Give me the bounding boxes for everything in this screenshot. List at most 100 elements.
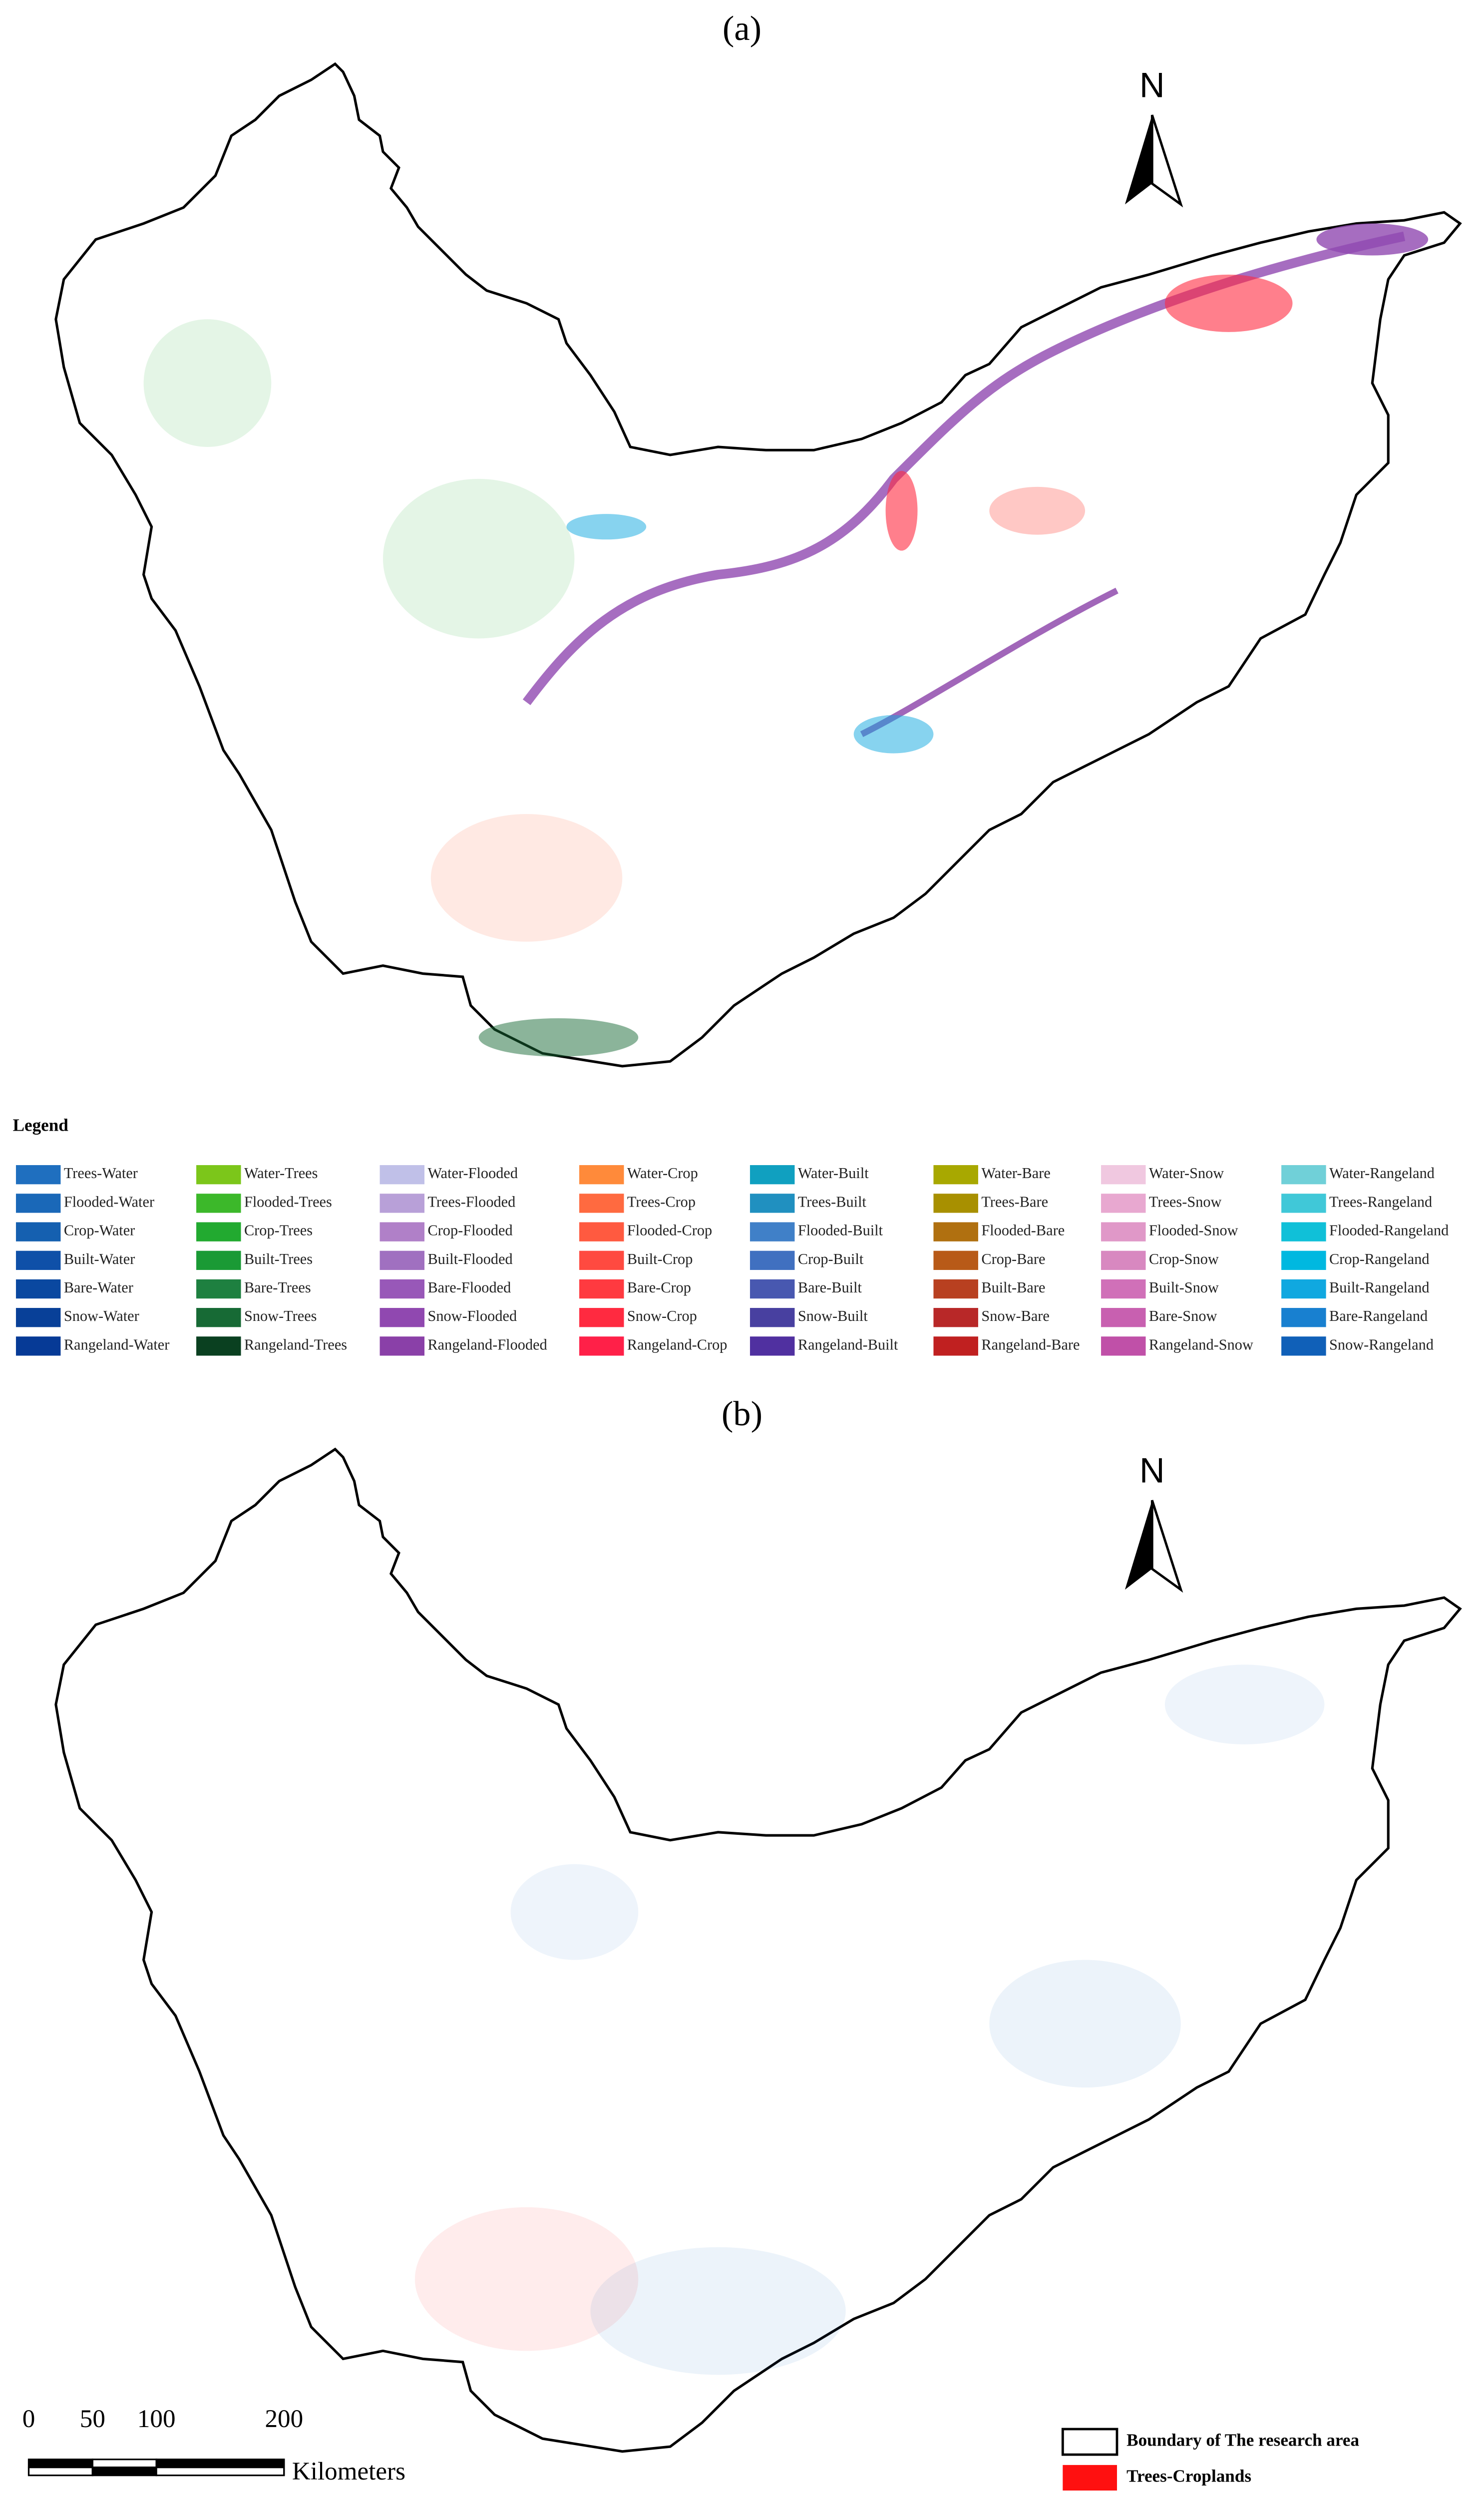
legend-swatch [15, 1165, 61, 1185]
legend-swatch [933, 1250, 978, 1270]
legend-swatch [1063, 2465, 1117, 2491]
north-arrow [1125, 115, 1181, 204]
legend-swatch [196, 1194, 241, 1213]
scale-segment [91, 2467, 157, 2477]
legend-label: Rangeland-Bare [981, 1336, 1080, 1353]
map-b [56, 1449, 1460, 2452]
legend-swatch [933, 1336, 978, 1356]
legend-swatch [1101, 1165, 1146, 1185]
legend-label: Trees-Crop [627, 1193, 696, 1210]
legend-label: Snow-Rangeland [1329, 1336, 1434, 1353]
legend-label: Flooded-Built [798, 1222, 883, 1239]
legend-swatch [579, 1336, 624, 1356]
legend-label: Flooded-Trees [244, 1193, 332, 1210]
map-a [56, 64, 1460, 1066]
legend-swatch [1101, 1250, 1146, 1270]
legend-swatch [379, 1222, 425, 1242]
legend-label: Built-Snow [1149, 1279, 1219, 1296]
legend-label: Bare-Crop [627, 1279, 691, 1296]
legend: Trees-Water Flooded-Water Crop-Water Built-… [15, 1165, 1449, 1356]
legend-swatch [1281, 1279, 1326, 1299]
legend-swatch [933, 1279, 978, 1299]
legend-label: Rangeland-Crop [627, 1336, 728, 1353]
scale-tick-label: 100 [137, 2405, 176, 2433]
legend-swatch [749, 1194, 795, 1213]
legend-swatch [15, 1336, 61, 1356]
legend-swatch [1281, 1250, 1326, 1270]
legend-label: Snow-Bare [981, 1307, 1050, 1324]
legend-label: Snow-Crop [627, 1307, 697, 1324]
legend-swatch [196, 1250, 241, 1270]
legend-label: Water-Crop [627, 1165, 698, 1182]
legend-swatch [1281, 1336, 1326, 1356]
legend-label: Built-Crop [627, 1250, 693, 1267]
legend-label: Snow-Water [64, 1307, 139, 1324]
legend-swatch [1101, 1308, 1146, 1327]
legend-label: Bare-Water [64, 1279, 133, 1296]
legend-swatch [15, 1194, 61, 1213]
legend-label: Snow-Built [798, 1307, 868, 1324]
legend: Boundary of The research area Trees-Cropl… [1061, 2428, 1360, 2491]
legend-label: Crop-Trees [244, 1222, 313, 1239]
legend-swatch [579, 1165, 624, 1185]
legend-swatch [579, 1279, 624, 1299]
north-arrow [1125, 1500, 1181, 1590]
legend-swatch [1281, 1194, 1326, 1213]
legend-label: Trees-Rangeland [1329, 1193, 1432, 1210]
panel-label: (b) [722, 1394, 762, 1433]
legend-label: Rangeland-Water [64, 1336, 170, 1353]
legend-swatch [379, 1279, 425, 1299]
legend-swatch [1101, 1222, 1146, 1242]
legend-title: Legend [13, 1115, 69, 1135]
scale-segment [27, 2467, 93, 2477]
scale-segment [155, 2467, 285, 2477]
legend-swatch [749, 1222, 795, 1242]
legend-swatch [379, 1250, 425, 1270]
legend-label: Crop-Snow [1149, 1250, 1219, 1267]
legend-label: Flooded-Crop [627, 1222, 712, 1239]
legend-label: Water-Trees [244, 1165, 318, 1182]
legend-swatch [933, 1194, 978, 1213]
legend-swatch [749, 1250, 795, 1270]
legend-label: Built-Rangeland [1329, 1279, 1430, 1296]
legend-swatch [1281, 1165, 1326, 1185]
legend-swatch [15, 1308, 61, 1327]
legend-swatch [15, 1250, 61, 1270]
legend-swatch [933, 1165, 978, 1185]
legend-label: Crop-Rangeland [1329, 1250, 1430, 1267]
legend-label: Water-Built [798, 1165, 869, 1182]
legend-swatch [379, 1336, 425, 1356]
legend-label: Rangeland-Built [798, 1336, 898, 1353]
north-label: N [1139, 65, 1165, 105]
legend-swatch [579, 1308, 624, 1327]
legend-swatch [1101, 1336, 1146, 1356]
legend-label: Rangeland-Flooded [427, 1336, 547, 1353]
legend-label: Trees-Built [798, 1193, 867, 1210]
legend-swatch [196, 1279, 241, 1299]
legend-swatch [749, 1165, 795, 1185]
scale-tick-label: 50 [80, 2405, 105, 2433]
scale-tick-label: 200 [265, 2405, 303, 2433]
legend-label: Crop-Water [64, 1222, 135, 1239]
legend-label: Crop-Bare [981, 1250, 1045, 1267]
legend-swatch [196, 1222, 241, 1242]
legend-label: Boundary of The research area [1126, 2431, 1359, 2450]
legend-label: Built-Trees [244, 1250, 313, 1267]
legend-swatch [1101, 1279, 1146, 1299]
legend-swatch [1101, 1194, 1146, 1213]
scale-tick-label: 0 [22, 2405, 35, 2433]
legend-swatch [15, 1279, 61, 1299]
legend-label: Bare-Flooded [427, 1279, 511, 1296]
legend-label: Trees-Snow [1149, 1193, 1222, 1210]
legend-label: Flooded-Water [64, 1193, 154, 1210]
legend-label: Flooded-Rangeland [1329, 1222, 1449, 1239]
scale-segment [27, 2459, 93, 2469]
legend-label: Crop-Flooded [427, 1222, 512, 1239]
legend-swatch [379, 1308, 425, 1327]
legend-swatch [1281, 1222, 1326, 1242]
legend-label: Water-Rangeland [1329, 1165, 1435, 1182]
scale-segment [155, 2459, 285, 2469]
scale-bar: 0 50 100 200 Kilometers [22, 2405, 405, 2486]
legend-label: Built-Bare [981, 1279, 1045, 1296]
